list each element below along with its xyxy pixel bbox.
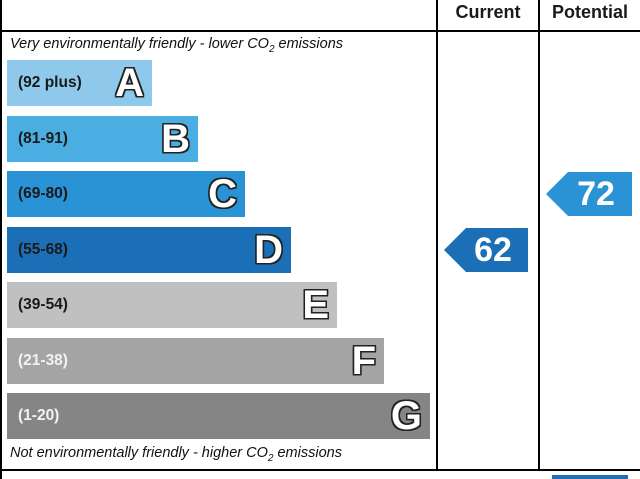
bottom-note: Not environmentally friendly - higher CO… [10,445,342,464]
top-note-tail: emissions [274,36,344,52]
column-header-current: Current [455,2,521,22]
next-section-edge [552,475,628,479]
current-rating-value: 62 [474,231,512,269]
band-e: (39-54) E [7,282,337,328]
column-divider-potential [538,0,540,470]
top-note-text: Very environmentally friendly - lower CO [10,36,269,52]
band-g: (1-20) G [7,393,430,439]
band-c: (69-80) C [7,171,245,217]
current-rating-arrow: 62 [444,228,528,272]
top-note: Very environmentally friendly - lower CO… [10,36,343,55]
band-letter: E [302,283,329,327]
band-d: (55-68) D [7,227,291,273]
band-a: (92 plus) A [7,60,152,106]
band-letter: A [115,61,144,105]
band-b: (81-91) B [7,116,198,162]
band-letter: B [161,117,190,161]
band-range-label: (55-68) [18,241,68,258]
bottom-note-tail: emissions [273,445,342,461]
band-range-label: (81-91) [18,130,68,147]
band-range-label: (92 plus) [18,74,82,91]
band-letter: D [254,228,283,272]
potential-rating-arrow: 72 [546,172,632,216]
band-range-label: (21-38) [18,352,68,369]
footer-rule [0,469,640,471]
band-range-label: (69-80) [18,185,68,202]
band-letter: G [390,394,422,438]
band-letter: C [208,172,237,216]
band-f: (21-38) F [7,338,384,384]
left-border [0,0,2,479]
column-header-potential: Potential [551,2,628,22]
band-range-label: (1-20) [18,407,60,424]
bottom-note-text: Not environmentally friendly - higher CO [10,445,268,461]
band-range-label: (39-54) [18,296,68,313]
band-letter: F [351,339,376,383]
bottom-note-subscript: 2 [267,452,274,464]
current-arrow-shape [444,228,528,272]
potential-rating-value: 72 [577,175,615,213]
top-note-subscript: 2 [268,43,275,55]
column-divider-current [436,0,438,470]
potential-arrow-shape [546,172,632,216]
header-rule [0,30,640,32]
